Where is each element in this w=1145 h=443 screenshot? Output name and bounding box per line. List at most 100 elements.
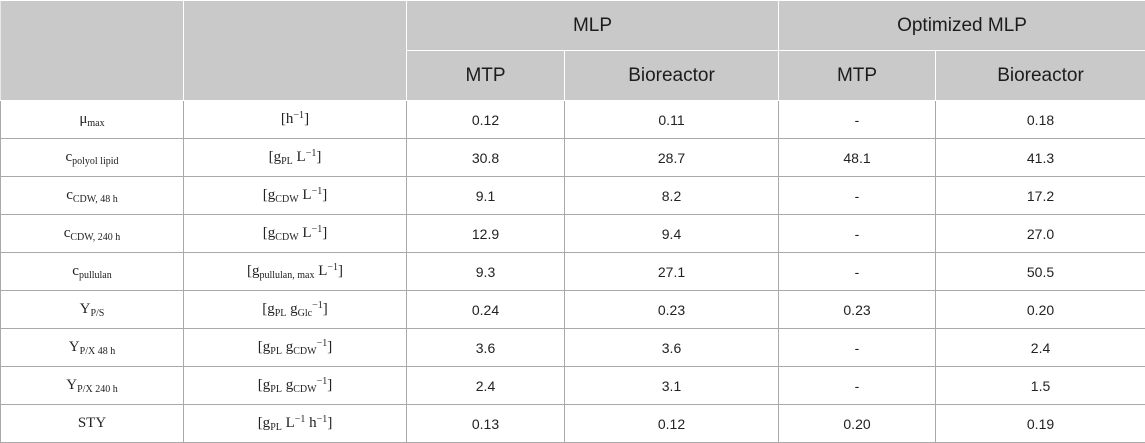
unit-superscript: −1 — [293, 110, 304, 121]
value-opt-bioreactor: 0.19 — [936, 405, 1145, 443]
unit-superscript: −1 — [312, 186, 323, 197]
unit-subscript: PL — [275, 308, 287, 319]
unit-text: L — [314, 263, 327, 279]
value-mlp-bioreactor: 27.1 — [565, 253, 779, 291]
unit-subscript: CDW — [293, 384, 316, 395]
header-mlp-mtp: MTP — [407, 51, 565, 101]
parameter-symbol: STY — [78, 415, 106, 431]
unit-text: ] — [338, 263, 343, 279]
unit-subscript: CDW — [293, 346, 316, 357]
unit-text: L — [299, 187, 312, 203]
value-mlp-bioreactor: 8.2 — [565, 177, 779, 215]
header-group-mlp: MLP — [407, 1, 779, 51]
parameter-symbol: c — [66, 187, 73, 203]
unit-subscript: Glc — [298, 308, 312, 319]
value-mlp-bioreactor: 0.23 — [565, 291, 779, 329]
parameter-cell: cCDW, 48 h — [1, 177, 184, 215]
unit-cell: [h−1] — [184, 101, 407, 139]
unit-cell: [gpullulan, max L−1] — [184, 253, 407, 291]
unit-subscript: PL — [281, 156, 293, 167]
value-opt-bioreactor: 1.5 — [936, 367, 1145, 405]
unit-text: [h — [281, 111, 294, 127]
value-mlp-mtp: 9.3 — [407, 253, 565, 291]
value-opt-mtp: - — [779, 101, 936, 139]
unit-text: ] — [323, 301, 328, 317]
unit-text: ] — [327, 415, 332, 431]
value-opt-bioreactor: 17.2 — [936, 177, 1145, 215]
value-opt-bioreactor: 0.20 — [936, 291, 1145, 329]
value-opt-mtp: - — [779, 367, 936, 405]
parameter-cell: YP/X 48 h — [1, 329, 184, 367]
unit-cell: [gCDW L−1] — [184, 215, 407, 253]
value-mlp-bioreactor: 0.11 — [565, 101, 779, 139]
unit-text: [g — [263, 187, 276, 203]
parameter-cell: STY — [1, 405, 184, 443]
unit-text: g — [282, 377, 293, 393]
value-mlp-mtp: 3.6 — [407, 329, 565, 367]
value-opt-bioreactor: 41.3 — [936, 139, 1145, 177]
unit-cell: [gPL gGlc−1] — [184, 291, 407, 329]
unit-text: [g — [258, 339, 271, 355]
unit-superscript: −1 — [317, 376, 328, 387]
value-mlp-bioreactor: 3.6 — [565, 329, 779, 367]
unit-superscript: −1 — [306, 148, 317, 159]
header-blank-param — [1, 1, 184, 101]
unit-subscript: CDW — [275, 194, 298, 205]
value-mlp-bioreactor: 9.4 — [565, 215, 779, 253]
unit-subscript: PL — [270, 422, 282, 433]
value-mlp-bioreactor: 0.12 — [565, 405, 779, 443]
header-blank-unit — [184, 1, 407, 101]
unit-superscript: −1 — [317, 414, 328, 425]
unit-text: L — [282, 415, 295, 431]
unit-text: [g — [263, 225, 276, 241]
parameter-cell: μmax — [1, 101, 184, 139]
unit-text: ] — [304, 111, 309, 127]
value-opt-mtp: 0.20 — [779, 405, 936, 443]
parameter-cell: cCDW, 240 h — [1, 215, 184, 253]
value-opt-bioreactor: 0.18 — [936, 101, 1145, 139]
unit-text: g — [286, 301, 297, 317]
value-mlp-mtp: 0.24 — [407, 291, 565, 329]
unit-text: ] — [327, 377, 332, 393]
value-mlp-bioreactor: 3.1 — [565, 367, 779, 405]
header-opt-bioreactor: Bioreactor — [936, 51, 1145, 101]
parameter-cell: YP/X 240 h — [1, 367, 184, 405]
parameter-subscript: P/S — [90, 308, 104, 319]
unit-text: ] — [322, 225, 327, 241]
value-mlp-mtp: 30.8 — [407, 139, 565, 177]
unit-text: [g — [247, 263, 260, 279]
parameter-subscript: polyol lipid — [72, 156, 118, 167]
parameter-cell: cpolyol lipid — [1, 139, 184, 177]
value-opt-mtp: - — [779, 177, 936, 215]
unit-superscript: −1 — [317, 338, 328, 349]
unit-subscript: CDW — [275, 232, 298, 243]
parameter-subscript: P/X 48 h — [80, 346, 116, 357]
unit-text: [g — [262, 301, 275, 317]
parameter-subscript: P/X 240 h — [77, 384, 118, 395]
unit-superscript: −1 — [312, 300, 323, 311]
value-mlp-mtp: 0.13 — [407, 405, 565, 443]
value-opt-mtp: 0.23 — [779, 291, 936, 329]
value-mlp-mtp: 9.1 — [407, 177, 565, 215]
value-mlp-mtp: 12.9 — [407, 215, 565, 253]
value-opt-mtp: - — [779, 329, 936, 367]
unit-cell: [gCDW L−1] — [184, 177, 407, 215]
value-mlp-mtp: 0.12 — [407, 101, 565, 139]
value-opt-bioreactor: 27.0 — [936, 215, 1145, 253]
unit-text: g — [282, 339, 293, 355]
parameter-subscript: CDW, 48 h — [73, 194, 118, 205]
parameter-symbol: c — [72, 263, 79, 279]
parameter-subscript: pullulan — [79, 270, 112, 281]
value-opt-bioreactor: 50.5 — [936, 253, 1145, 291]
value-mlp-bioreactor: 28.7 — [565, 139, 779, 177]
unit-text: L — [293, 149, 306, 165]
unit-superscript: −1 — [295, 414, 306, 425]
